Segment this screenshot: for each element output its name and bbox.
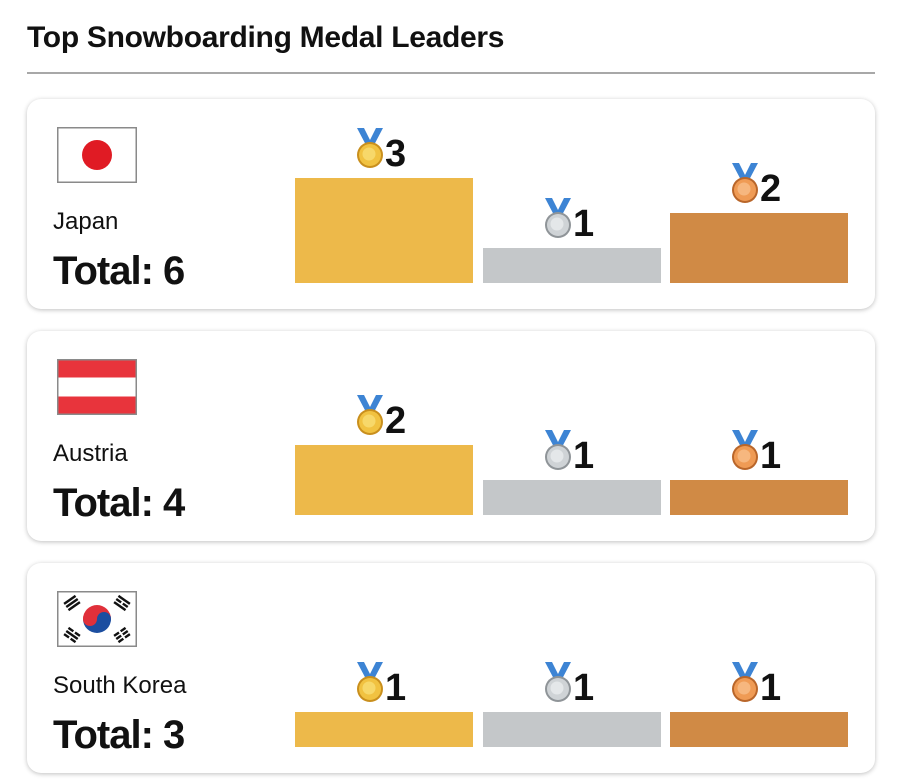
medal-count-gold: 2 [385, 400, 406, 442]
silver-medal-icon [545, 430, 571, 470]
title-divider [27, 72, 875, 74]
gold-medal-icon [357, 662, 383, 702]
country-card-austria: Austria Total: 4 2 1 1 [27, 331, 875, 541]
country-name: Austria [53, 440, 128, 467]
medal-chart: 3 1 2 [295, 128, 848, 283]
gold-medal-icon [357, 395, 383, 435]
bar-silver [483, 712, 661, 747]
page-title: Top Snowboarding Medal Leaders [27, 21, 505, 54]
medal-count-bronze: 1 [760, 435, 781, 477]
south-korea-flag-icon [57, 591, 137, 647]
bronze-medal-icon [732, 430, 758, 470]
bar-silver [483, 480, 661, 515]
medal-count-gold: 3 [385, 133, 406, 175]
bar-gold [295, 712, 473, 747]
bar-bronze [670, 712, 848, 747]
japan-flag-icon [57, 127, 137, 183]
bar-bronze [670, 480, 848, 515]
silver-medal-icon [545, 198, 571, 238]
gold-medal-icon [357, 128, 383, 168]
medal-chart: 1 1 1 [295, 662, 848, 747]
medal-count-silver: 1 [573, 667, 594, 709]
bar-gold [295, 445, 473, 515]
bar-silver [483, 248, 661, 283]
total-label: Total: 4 [53, 481, 185, 525]
total-label: Total: 6 [53, 249, 185, 293]
bar-gold [295, 178, 473, 283]
bronze-medal-icon [732, 163, 758, 203]
country-name: Japan [53, 208, 119, 235]
medal-chart: 2 1 1 [295, 395, 848, 515]
country-card-south-korea: South Korea Total: 3 1 1 1 [27, 563, 875, 773]
medal-count-bronze: 1 [760, 667, 781, 709]
medal-count-bronze: 2 [760, 168, 781, 210]
medal-count-silver: 1 [573, 435, 594, 477]
medal-count-gold: 1 [385, 667, 406, 709]
medal-count-silver: 1 [573, 203, 594, 245]
silver-medal-icon [545, 662, 571, 702]
country-card-japan: Japan Total: 6 3 1 2 [27, 99, 875, 309]
bar-bronze [670, 213, 848, 283]
country-name: South Korea [53, 672, 187, 699]
austria-flag-icon [57, 359, 137, 415]
bronze-medal-icon [732, 662, 758, 702]
total-label: Total: 3 [53, 713, 185, 757]
